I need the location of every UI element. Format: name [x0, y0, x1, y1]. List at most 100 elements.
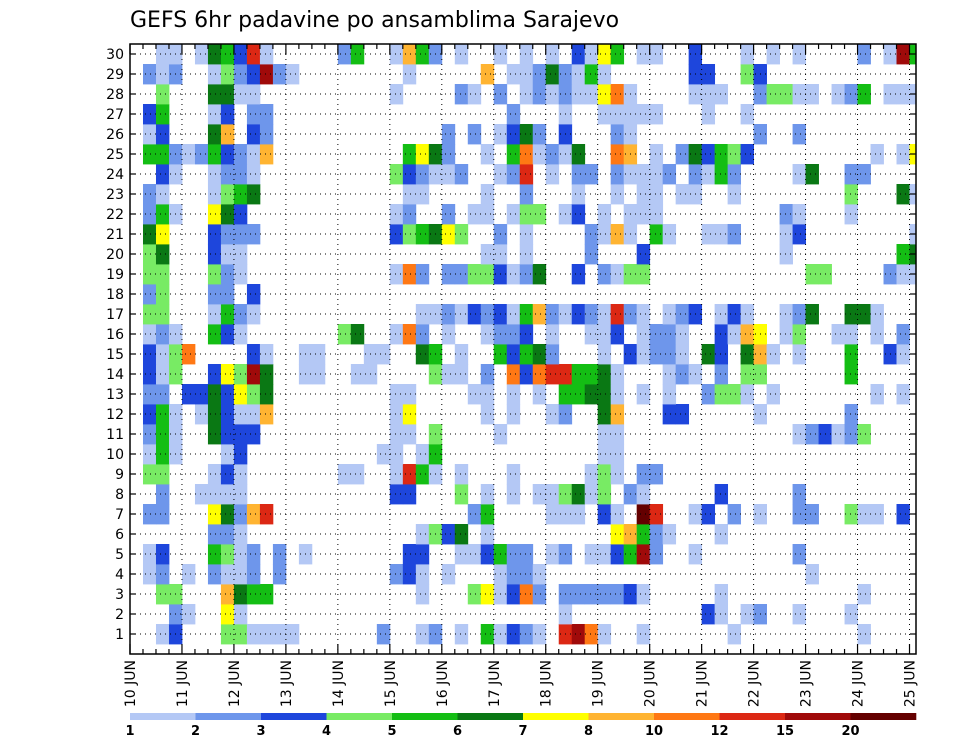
precip-cell	[896, 324, 910, 345]
precip-cell	[857, 84, 871, 105]
precip-cell	[480, 544, 495, 565]
precip-cell	[571, 264, 586, 285]
precip-cell	[519, 184, 534, 205]
precip-cell	[142, 384, 157, 405]
precip-cell	[506, 384, 521, 405]
precip-cell	[584, 244, 599, 265]
precip-cell	[480, 144, 495, 165]
precip-cell	[636, 344, 651, 365]
colorbar-label: 4	[322, 724, 331, 739]
precip-cell	[454, 304, 469, 325]
precip-cell	[155, 64, 170, 85]
precip-cell	[337, 324, 352, 345]
precip-cell	[220, 44, 235, 65]
colorbar-label: 15	[776, 724, 794, 739]
colorbar-swatch	[261, 713, 327, 720]
precip-cell	[142, 544, 157, 565]
y-tick-label: 29	[106, 67, 124, 83]
precip-cell	[532, 484, 547, 505]
precip-cell	[649, 544, 664, 565]
precip-cell	[415, 264, 430, 285]
precip-cell	[649, 224, 664, 245]
precip-cell	[246, 424, 261, 445]
precip-cell	[844, 84, 858, 105]
precip-cell	[480, 484, 495, 505]
precip-cell	[896, 184, 910, 205]
precip-cell	[441, 224, 456, 245]
precip-cell	[246, 584, 261, 605]
precip-cell	[467, 304, 482, 325]
precip-cell	[805, 424, 819, 445]
precip-cell	[402, 564, 417, 585]
precip-cell	[454, 44, 469, 65]
precip-cell	[714, 584, 729, 605]
precip-cell	[610, 84, 625, 105]
precip-cell	[584, 84, 599, 105]
precip-cell	[766, 344, 780, 365]
precip-cell	[220, 504, 235, 525]
colorbar-label: 2	[191, 724, 200, 739]
x-axis-ticks: 10 JUN 11 JUN 12 JUN 13 JUN 14 JUN 15 JUN 16 J…	[123, 44, 919, 707]
precip-cell	[636, 244, 651, 265]
precip-cell	[454, 524, 469, 545]
precip-cell	[519, 364, 534, 385]
precip-cell	[571, 44, 586, 65]
precip-cell	[389, 444, 404, 465]
precip-cell	[506, 64, 521, 85]
precip-cell	[155, 204, 170, 225]
precip-cell	[545, 144, 560, 165]
precip-cell	[844, 324, 858, 345]
precip-cell	[714, 364, 729, 385]
x-tick-label: 20 JUN	[643, 660, 659, 707]
precip-cell	[649, 104, 664, 125]
precip-cell	[662, 324, 677, 345]
precip-cell	[870, 384, 884, 405]
precip-cell	[584, 164, 599, 185]
precip-cell	[597, 64, 612, 85]
precip-cell	[389, 484, 404, 505]
precip-cell	[441, 264, 456, 285]
precip-cell	[519, 224, 534, 245]
precip-cell	[246, 164, 261, 185]
precip-cell	[402, 184, 417, 205]
y-tick-label: 23	[106, 187, 124, 203]
precip-cell	[207, 304, 222, 325]
precip-cell	[519, 584, 534, 605]
precip-cell	[532, 364, 547, 385]
y-tick-label: 3	[115, 587, 124, 603]
precip-cell	[870, 144, 884, 165]
precip-cell	[714, 484, 729, 505]
precip-cell	[259, 584, 274, 605]
precip-cell	[220, 424, 235, 445]
precip-cell	[272, 564, 287, 585]
precip-cell	[142, 224, 157, 245]
precip-cell	[246, 344, 261, 365]
precip-cell	[207, 124, 222, 145]
precip-cell	[532, 84, 547, 105]
colorbar-label: 3	[256, 724, 265, 739]
precip-cell	[584, 384, 599, 405]
precip-cell	[441, 204, 456, 225]
precip-cell	[610, 44, 625, 65]
precip-cell	[896, 44, 910, 65]
precip-cell	[220, 264, 235, 285]
colorbar-swatch	[195, 713, 262, 720]
precip-cell	[194, 484, 209, 505]
precip-cell	[519, 624, 534, 645]
precip-cell	[610, 184, 625, 205]
precip-cell	[454, 84, 469, 105]
x-tick-label: 22 JUN	[747, 660, 763, 707]
precip-cell	[571, 364, 586, 385]
precip-cell	[727, 144, 742, 165]
precip-cell	[181, 144, 196, 165]
precip-cell	[272, 64, 287, 85]
precip-cell	[454, 224, 469, 245]
x-tick-label: 24 JUN	[851, 660, 867, 707]
precip-cell	[649, 464, 664, 485]
precip-cell	[142, 564, 157, 585]
precip-cell	[155, 444, 170, 465]
precip-cell	[259, 104, 274, 125]
precip-cell	[389, 384, 404, 405]
precip-cell	[636, 584, 651, 605]
